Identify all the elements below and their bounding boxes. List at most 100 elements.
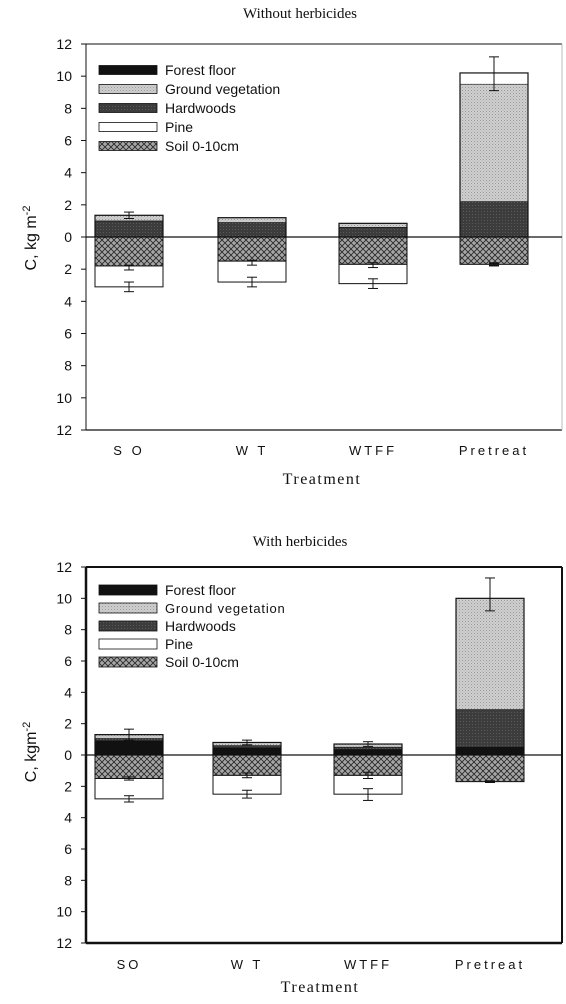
bar-group xyxy=(338,222,408,289)
bar-group xyxy=(455,577,525,783)
legend-label: Pine xyxy=(165,636,193,652)
legend-swatch xyxy=(98,602,158,614)
error-bar-soil xyxy=(247,259,257,266)
legend-swatch xyxy=(98,638,158,650)
bar-hardwoods xyxy=(455,709,525,748)
error-bar-soil xyxy=(489,263,499,266)
error-bar-above xyxy=(485,577,495,612)
bar-forest-floor xyxy=(333,749,403,756)
y-axis-label: C, kgm-2 xyxy=(21,722,40,782)
bar-soil xyxy=(94,754,164,779)
bar-group xyxy=(94,211,164,293)
bar-hardwoods xyxy=(333,746,403,750)
bar-forest-floor xyxy=(94,740,164,756)
legend-label: Ground vegetation xyxy=(165,601,286,616)
legend-label: Forest floor xyxy=(165,62,236,78)
y-tick-label: 0 xyxy=(64,229,72,245)
bar-hardwoods xyxy=(338,227,408,238)
x-axis-label: Treatment xyxy=(281,979,360,996)
plot-area xyxy=(84,566,563,945)
x-tick-label: W T xyxy=(231,957,264,972)
legend-label: Hardwoods xyxy=(165,100,236,116)
y-tick-label: 12 xyxy=(56,559,72,575)
y-tick-label: 10 xyxy=(56,68,72,84)
error-bar-below xyxy=(124,795,134,803)
bar-hardwoods xyxy=(217,222,287,238)
chart-with-herbicides: With herbicides 12 10 8 6 4 2 0 2 4 6 8 10 12 SO W T W… xyxy=(21,534,563,996)
legend-item-forest-floor: Forest floor xyxy=(98,62,236,78)
y-tick-label: 6 xyxy=(64,326,72,342)
plot-area xyxy=(85,43,563,431)
legend-item-hardwoods: Hardwoods xyxy=(98,618,236,634)
legend-label: Soil 0-10cm xyxy=(165,654,239,670)
y-tick-label: 6 xyxy=(64,133,72,149)
bar-soil xyxy=(217,236,287,262)
bar-group xyxy=(212,739,282,799)
error-bar-above xyxy=(124,728,134,741)
error-bar-above xyxy=(489,56,499,92)
error-bar-soil xyxy=(363,771,373,779)
error-bar-above xyxy=(124,211,134,220)
legend-item-pine: Pine xyxy=(98,636,193,652)
y-tick-label: 8 xyxy=(64,872,72,888)
x-tick-label: Pretreat xyxy=(459,443,529,458)
legend-label: Hardwoods xyxy=(165,618,236,634)
y-axis-label: C, kg m-2 xyxy=(21,206,40,271)
bar-hardwoods xyxy=(459,201,529,238)
legend-item-soil: Soil 0-10cm xyxy=(98,654,239,670)
bar-group xyxy=(459,56,529,267)
x-tick-label: S O xyxy=(113,443,144,458)
error-bar-below xyxy=(363,788,373,801)
error-bar-below xyxy=(242,789,252,799)
legend-item-hardwoods: Hardwoods xyxy=(98,100,236,116)
x-axis-ticks: S O W T WTFF Pretreat xyxy=(113,443,529,458)
y-tick-label: 2 xyxy=(64,716,72,732)
error-bar-soil xyxy=(368,262,378,269)
y-tick-label: 2 xyxy=(64,778,72,794)
error-bar-soil xyxy=(124,776,134,781)
bar-group xyxy=(333,741,403,801)
legend-item-ground-vegetation: Ground vegetation xyxy=(98,601,286,616)
legend: Forest floor Ground vegetation Hardwoods Pi… xyxy=(98,582,286,670)
y-tick-label: 12 xyxy=(56,422,72,438)
legend-item-ground-vegetation: Ground vegetation xyxy=(98,81,280,97)
error-bar-below xyxy=(124,281,134,293)
y-tick-label: 4 xyxy=(64,293,72,309)
bar-forest-floor xyxy=(455,746,525,756)
y-tick-label: 12 xyxy=(56,935,72,951)
x-tick-label: SO xyxy=(117,957,142,972)
error-bar-soil xyxy=(485,780,495,783)
legend: Forest floor Ground vegetation Hardwoods Pi… xyxy=(98,62,280,154)
legend-swatch xyxy=(98,656,158,668)
error-bar-below xyxy=(247,276,257,288)
bar-group xyxy=(217,217,287,288)
bar-group xyxy=(94,728,164,803)
legend-swatch xyxy=(98,122,158,132)
bar-hardwoods xyxy=(212,745,282,749)
bar-ground-vegetation xyxy=(455,598,525,710)
chart-title: With herbicides xyxy=(253,534,348,550)
y-axis-ticks: 12 10 8 6 4 2 0 2 4 6 8 10 12 xyxy=(56,36,86,438)
chart-without-herbicides: Without herbicides 12 10 8 6 4 2 0 2 4 6 8 10 12 S O… xyxy=(21,6,563,488)
legend-item-forest-floor: Forest floor xyxy=(98,582,236,598)
chart-title: Without herbicides xyxy=(243,6,357,22)
y-tick-label: 6 xyxy=(64,653,72,669)
bar-soil xyxy=(212,754,282,776)
y-tick-label: 6 xyxy=(64,841,72,857)
legend-label: Pine xyxy=(165,119,193,135)
y-tick-label: 8 xyxy=(64,100,72,116)
x-tick-label: W T xyxy=(236,443,269,458)
y-tick-label: 4 xyxy=(64,810,72,826)
error-bar-above xyxy=(363,741,373,747)
y-tick-label: 4 xyxy=(64,165,72,181)
legend-label: Forest floor xyxy=(165,582,236,598)
bar-ground-vegetation xyxy=(459,83,529,202)
bar-soil xyxy=(455,754,525,783)
legend-item-pine: Pine xyxy=(98,119,193,135)
legend-swatch xyxy=(98,620,158,632)
bar-soil xyxy=(338,236,408,265)
error-bar-below xyxy=(368,278,378,289)
x-tick-label: WTFF xyxy=(349,443,397,458)
y-tick-label: 10 xyxy=(56,904,72,920)
x-axis-ticks: SO W T WTFF Pretreat xyxy=(117,957,523,972)
